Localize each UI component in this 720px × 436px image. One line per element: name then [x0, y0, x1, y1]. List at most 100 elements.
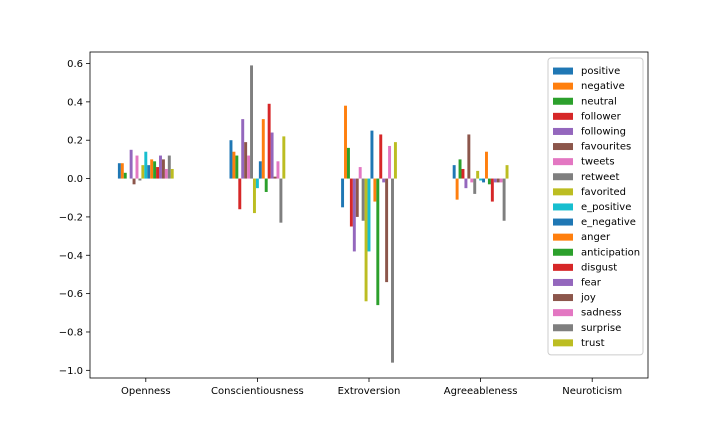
y-tick-label: 0.0 — [67, 174, 83, 185]
bars-layer — [117, 65, 509, 363]
legend-label: following — [581, 126, 626, 137]
legend-label: disgust — [581, 262, 617, 273]
bar — [487, 178, 491, 185]
axes-layer: −1.0 −0.8 −0.6 −0.4 −0.2 0.0 0.2 0.4 0.6 Openness… — [59, 51, 649, 397]
bar — [505, 165, 509, 179]
bar — [238, 178, 242, 210]
bar — [376, 178, 380, 306]
x-tick-label: Neuroticism — [562, 386, 622, 397]
bar — [496, 178, 500, 183]
y-tick-label: −0.6 — [59, 289, 83, 300]
legend-swatch — [553, 309, 573, 317]
bar — [367, 178, 371, 252]
bar — [467, 134, 471, 179]
bar — [370, 130, 374, 179]
legend-swatch — [553, 203, 573, 211]
legend-swatch — [553, 218, 573, 226]
bar — [164, 168, 168, 179]
bar — [232, 151, 236, 179]
bar — [150, 159, 154, 179]
bar — [344, 105, 347, 179]
bar — [247, 155, 251, 179]
legend-swatch — [553, 294, 573, 302]
bar — [270, 132, 274, 179]
bar — [264, 178, 268, 192]
bar — [382, 178, 386, 183]
legend-swatch — [553, 158, 573, 166]
legend-swatch — [553, 248, 573, 256]
bar — [120, 163, 124, 179]
x-tick-label: Openness — [121, 386, 171, 397]
bar — [229, 140, 233, 179]
legend-swatch — [553, 127, 573, 135]
legend-swatch — [553, 143, 573, 151]
bar — [388, 145, 392, 179]
legend-swatch — [553, 82, 573, 90]
bar — [358, 167, 362, 179]
legend-swatch — [553, 67, 573, 75]
bar — [341, 178, 345, 208]
bar — [129, 149, 133, 179]
bar — [258, 161, 262, 179]
bar — [138, 178, 142, 181]
bar — [493, 178, 497, 183]
bar — [355, 178, 359, 217]
bar — [144, 151, 148, 179]
y-tick-label: 0.4 — [67, 97, 83, 108]
bar — [132, 178, 136, 185]
legend-swatch — [553, 233, 573, 241]
bar — [473, 178, 477, 194]
legend-swatch — [553, 324, 573, 332]
bar — [156, 167, 160, 179]
bar — [250, 65, 253, 179]
bar — [147, 165, 151, 179]
legend: positive negative neutral follower following… — [547, 57, 644, 356]
bar — [141, 165, 145, 179]
x-tick-label: Agreeableness — [444, 386, 518, 397]
y-tick-label: −0.4 — [59, 251, 83, 262]
bar — [235, 155, 239, 179]
bar — [458, 159, 462, 179]
legend-label: retweet — [581, 172, 619, 183]
legend-swatch — [553, 112, 573, 120]
bar — [470, 178, 474, 183]
legend-label: anticipation — [581, 247, 640, 258]
legend-label: joy — [580, 293, 596, 304]
bar — [167, 155, 171, 179]
bar — [393, 142, 397, 179]
bar — [482, 178, 486, 183]
bar — [255, 178, 259, 189]
bar — [346, 147, 350, 179]
bar — [252, 178, 256, 214]
bar — [385, 178, 389, 283]
bar — [379, 134, 383, 179]
bar — [267, 103, 271, 179]
bar — [123, 172, 127, 179]
legend-swatch — [553, 339, 573, 347]
bar — [476, 170, 480, 179]
legend-label: favourites — [581, 142, 631, 153]
legend-swatch — [553, 278, 573, 286]
legend-label: e_negative — [581, 217, 636, 228]
bar — [464, 178, 468, 189]
bar — [170, 168, 174, 179]
bar — [352, 178, 356, 252]
legend-label: tweets — [581, 157, 615, 168]
legend-label: fear — [581, 277, 602, 288]
legend-label: e_positive — [581, 202, 631, 213]
bar — [361, 178, 365, 221]
legend-label: anger — [581, 232, 611, 243]
bar — [479, 178, 483, 181]
y-tick-label: 0.2 — [67, 136, 83, 147]
bar — [461, 168, 465, 179]
y-tick-label: −0.2 — [59, 212, 83, 223]
bar — [159, 155, 162, 179]
legend-label: favorited — [581, 187, 626, 198]
bar — [452, 165, 456, 179]
bar — [161, 159, 165, 179]
bar — [499, 178, 503, 183]
bar — [279, 178, 283, 223]
bar — [282, 136, 286, 179]
